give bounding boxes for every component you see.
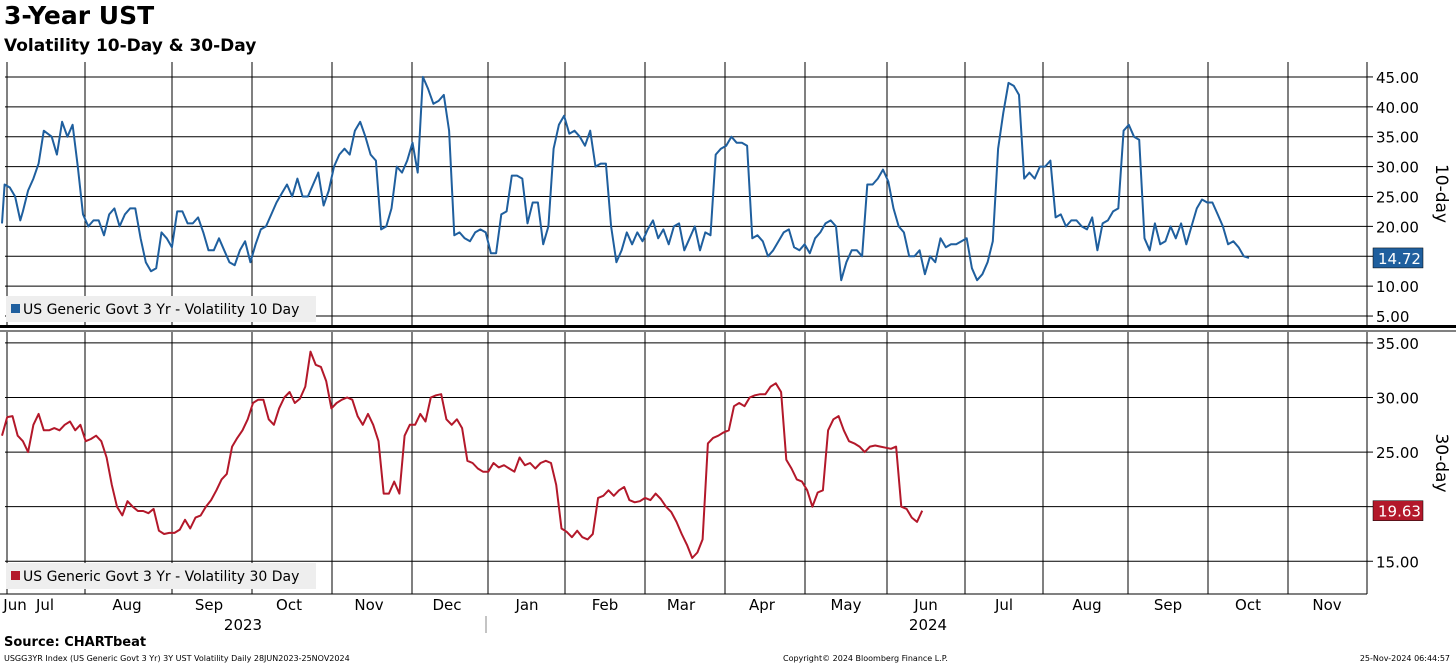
year-label: 2023 [224,616,262,634]
x-tick-label: Feb [592,596,619,614]
bottom-ytick-label: 30.00 [1376,390,1419,408]
top-ytick-label: 45.00 [1376,69,1419,87]
x-tick-label: Mar [667,596,696,614]
x-tick-label: Aug [112,596,141,614]
x-tick-label: Oct [1235,596,1261,614]
copyright-note: Copyright© 2024 Bloomberg Finance L.P. [783,654,948,663]
axis-layer: 45.00 40.00 35.00 30.00 25.00 20.00 15.00 10.00… [0,62,1456,634]
top-axis-title: 10-day [1431,164,1451,223]
x-tick-label: Oct [276,596,302,614]
index-info: USGG3YR Index (US Generic Govt 3 Yr) 3Y … [4,654,350,663]
bottom-series-line [1,350,924,559]
legend-layer: US Generic Govt 3 Yr - Volatility 10 Day… [6,296,316,589]
bottom-legend-label: US Generic Govt 3 Yr - Volatility 30 Day [23,569,299,585]
top-last-value-tag [1372,247,1424,269]
year-label: 2024 [909,616,947,634]
bottom-legend-box [6,563,316,589]
bottom-last-value-tag [1372,500,1424,521]
top-ytick-label: 40.00 [1376,99,1419,117]
chart-title: 3-Year UST [4,1,155,30]
x-tick-label: Aug [1072,596,1101,614]
x-tick-label: Jul [35,596,54,614]
top-legend-swatch [11,304,20,313]
panel-separator [0,325,1456,328]
x-tick-label: Sep [1154,596,1182,614]
top-legend-label: US Generic Govt 3 Yr - Volatility 10 Day [23,302,299,318]
top-ytick-label: 5.00 [1376,308,1409,326]
x-tick-label: Sep [195,596,223,614]
bottom-axis-title: 30-day [1431,433,1451,492]
top-ytick-label: 35.00 [1376,129,1419,147]
bottom-legend-swatch [11,571,20,580]
bottom-ytick-label: 25.00 [1376,444,1419,462]
series-layer [1,75,1250,559]
source-note: Source: CHARTbeat [4,635,147,650]
x-tick-label: Jun [913,596,937,614]
chart-subtitle: Volatility 10-Day & 30-Day [4,36,257,56]
top-legend-box [6,296,316,322]
top-ytick-label: 20.00 [1376,218,1419,236]
top-last-value-label: 14.72 [1378,250,1421,268]
x-tick-label: Nov [1312,596,1341,614]
x-tick-label: Jul [994,596,1013,614]
x-tick-label: Nov [354,596,383,614]
bottom-ytick-label: 35.00 [1376,335,1419,353]
top-ytick-label: 30.00 [1376,159,1419,177]
top-ytick-label: 25.00 [1376,188,1419,206]
timestamp: 25-Nov-2024 06:44:57 [1359,654,1450,663]
x-tick-label: Jan [514,596,538,614]
x-tick-label: Apr [749,596,776,614]
x-tick-label: Dec [432,596,461,614]
grid-layer [5,62,1367,594]
bottom-last-value-label: 19.63 [1378,503,1421,521]
x-tick-label: Jun [2,596,26,614]
bottom-ytick-label: 15.00 [1376,553,1419,571]
top-series-line [1,75,1250,282]
x-tick-label: May [830,596,861,614]
top-ytick-label: 10.00 [1376,278,1419,296]
